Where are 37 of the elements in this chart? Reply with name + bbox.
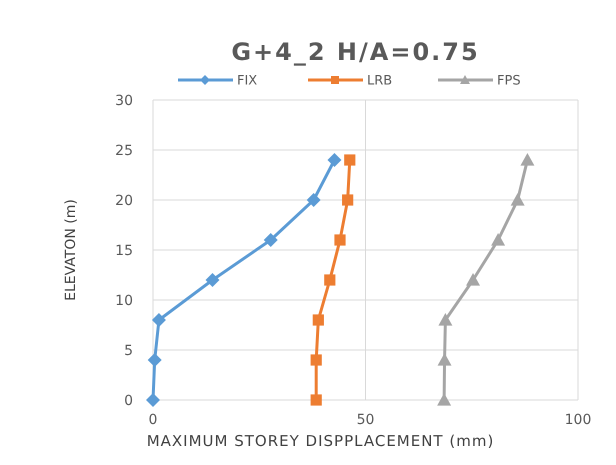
x-axis-title: MAXIMUM STOREY DISPPLACEMENT (mm)	[146, 432, 494, 450]
point	[510, 193, 525, 206]
point	[491, 233, 506, 246]
x-tick-label: 0	[148, 412, 158, 428]
y-tick-label: 20	[115, 192, 133, 209]
legend-label: LRB	[367, 74, 392, 89]
point	[310, 354, 322, 366]
point	[437, 393, 452, 406]
point	[312, 314, 324, 326]
point	[324, 274, 336, 286]
legend-label: FIX	[237, 74, 258, 89]
point	[327, 153, 342, 167]
y-tick-label: 0	[124, 392, 133, 409]
point	[520, 153, 534, 166]
point	[438, 313, 452, 326]
point	[344, 154, 356, 166]
point	[466, 273, 480, 286]
point	[334, 234, 346, 246]
point	[342, 194, 354, 206]
y-tick-label: 15	[115, 242, 133, 259]
point	[206, 273, 220, 287]
point	[152, 313, 166, 327]
x-tick-label: 100	[564, 412, 592, 428]
y-tick-label: 5	[124, 342, 133, 359]
y-tick-label: 30	[115, 92, 133, 109]
chart-title: G+4_2 H/A=0.75	[231, 38, 480, 66]
point	[310, 394, 322, 406]
legend-label: FPS	[497, 74, 521, 89]
point	[306, 193, 321, 207]
y-tick-label: 25	[115, 142, 133, 159]
y-axis-title: ELEVATON (m)	[63, 199, 79, 301]
point	[264, 233, 278, 247]
x-tick-label: 50	[356, 412, 374, 428]
point	[438, 353, 452, 366]
point	[146, 393, 160, 407]
point	[148, 353, 162, 367]
y-tick-label: 10	[115, 292, 133, 309]
